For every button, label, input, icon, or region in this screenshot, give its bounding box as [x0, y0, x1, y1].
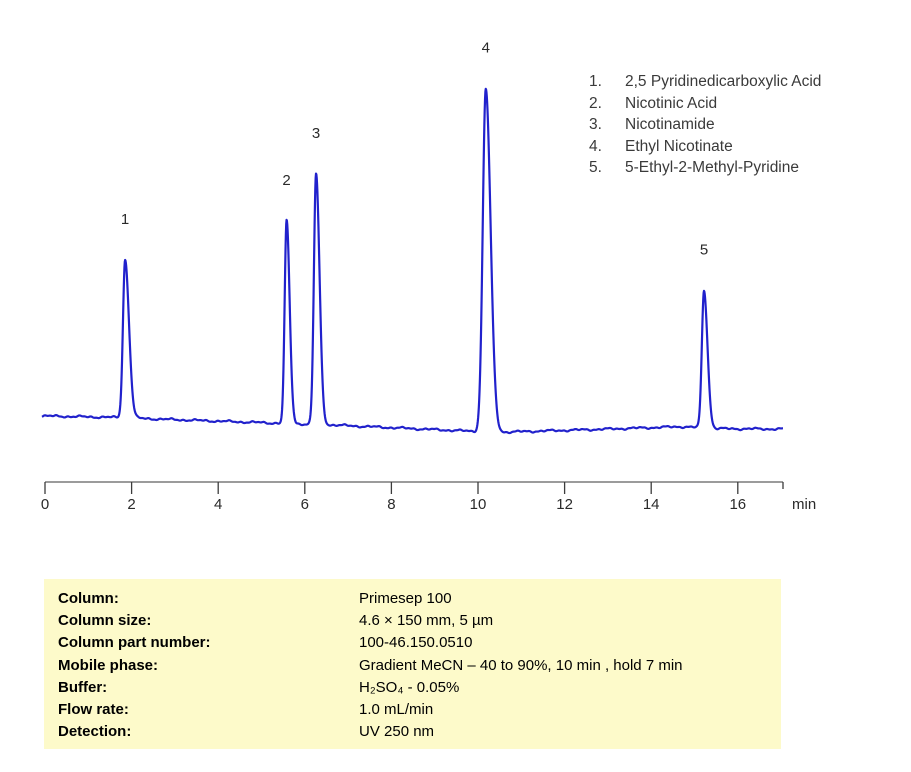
info-row-label: Flow rate:	[58, 701, 129, 719]
peak-label: 1	[121, 211, 129, 228]
legend-item-number: 1.	[589, 73, 602, 90]
method-info-box: Column: Primesep 100 Column size: 4.6 × 150…	[44, 579, 781, 749]
info-row: Column size: 4.6 × 150 mm, 5 µm	[58, 610, 771, 632]
x-axis-tick-label: 16	[729, 496, 746, 513]
peak-label: 4	[482, 40, 490, 57]
info-row-label: Mobile phase:	[58, 656, 159, 674]
x-axis-tick-label: 8	[387, 496, 395, 513]
peak-label: 3	[312, 125, 320, 142]
info-row: Buffer: H₂SO₄ - 0.05%	[58, 677, 771, 699]
legend-item: 3. Nicotinamide	[589, 114, 821, 136]
legend-item-name: Ethyl Nicotinate	[625, 137, 733, 155]
info-row-value: UV 250 nm	[359, 723, 435, 741]
legend-item-number: 5.	[589, 159, 602, 177]
legend-item-name: Nicotinic Acid	[625, 94, 718, 112]
x-axis-tick-label: 4	[214, 496, 222, 513]
x-axis-tick-label: 0	[41, 496, 49, 513]
x-axis-tick-label: 6	[301, 496, 309, 513]
legend-item: 5. 5-Ethyl-2-Methyl-Pyridine	[589, 157, 821, 179]
x-axis-tick-label: 2	[127, 496, 135, 513]
legend-item-name: 5-Ethyl-2-Methyl-Pyridine	[625, 159, 799, 177]
info-row-value: 100-46.150.0510	[359, 634, 473, 652]
legend-item-number: 4.	[589, 137, 602, 155]
info-row-label: Buffer:	[58, 678, 108, 696]
info-row-value: Primesep 100	[359, 590, 452, 607]
info-row-value: Gradient MeCN – 40 to 90%, 10 min , hold…	[359, 656, 683, 674]
peak-label: 2	[282, 172, 290, 189]
info-row: Mobile phase: Gradient MeCN – 40 to 90%, …	[58, 655, 771, 677]
info-row-label: Column part number:	[58, 634, 211, 652]
info-row-value: H₂SO₄ - 0.05%	[359, 678, 460, 696]
info-row-label: Column:	[58, 590, 119, 607]
legend-item-number: 2.	[589, 94, 602, 112]
legend-item: 2. Nicotinic Acid	[589, 93, 821, 115]
peak-legend: 1. 2,5 Pyridinedicarboxylic Acid 2. Nicotin…	[589, 71, 821, 179]
info-row-label: Column size:	[58, 612, 152, 630]
x-axis-tick-label: 10	[470, 496, 487, 513]
info-row-label: Detection:	[58, 723, 132, 741]
info-row-value: 4.6 × 150 mm, 5 µm	[359, 612, 494, 630]
peak-label: 5	[700, 242, 708, 259]
legend-item-name: Nicotinamide	[625, 116, 715, 134]
legend-item-number: 3.	[589, 116, 602, 134]
info-row-value: 1.0 mL/min	[359, 701, 434, 719]
info-row: Column part number: 100-46.150.0510	[58, 632, 771, 654]
info-row: Flow rate: 1.0 mL/min	[58, 699, 771, 721]
x-axis-tick-label: 14	[643, 496, 660, 513]
chromatogram-trace	[41, 87, 784, 435]
x-axis-tick-label: 12	[556, 496, 573, 513]
info-row: Column: Primesep 100	[58, 588, 771, 610]
info-row: Detection: UV 250 nm	[58, 721, 771, 743]
legend-item: 4. Ethyl Nicotinate	[589, 136, 821, 158]
legend-item-name: 2,5 Pyridinedicarboxylic Acid	[625, 73, 822, 90]
x-axis-unit-label: min	[792, 496, 816, 513]
legend-item: 1. 2,5 Pyridinedicarboxylic Acid	[589, 71, 821, 93]
